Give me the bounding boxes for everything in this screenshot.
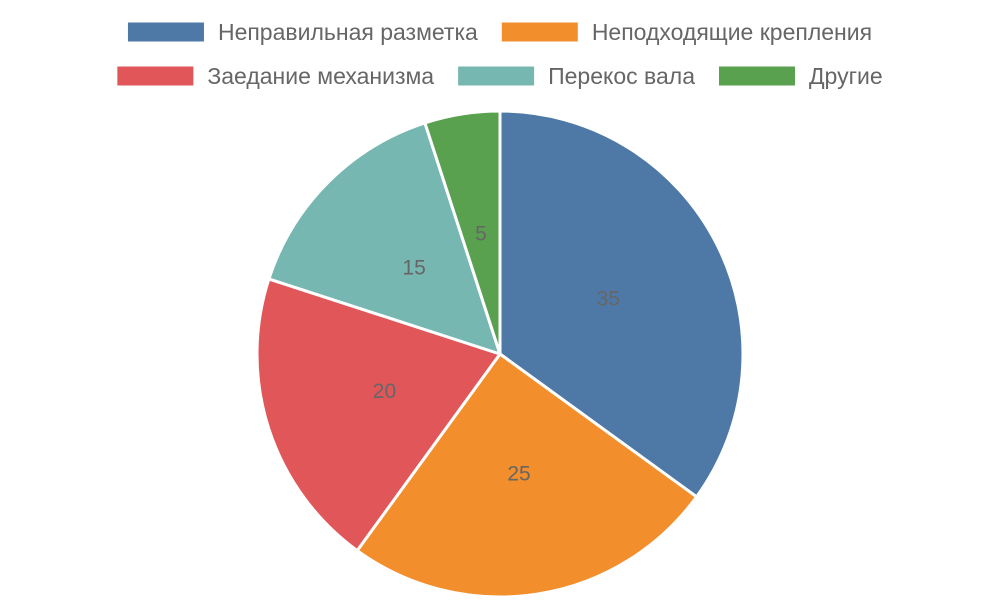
legend-label-1: Неправильная разметка [218,19,478,45]
pie-slices [255,109,745,599]
pie-data-labels: 35 25 20 15 5 [373,222,620,485]
legend-swatch-5 [718,66,795,86]
pie-slice-5[interactable] [423,109,502,356]
legend-swatch-3 [117,66,194,86]
data-label-3: 20 [373,380,396,403]
data-label-4: 15 [402,257,425,280]
legend: Неправильная разметка Неподходящие крепле… [117,19,883,89]
pie-slice-2[interactable] [355,352,699,599]
legend-label-4: Перекос вала [548,63,695,89]
data-label-1: 35 [597,287,620,310]
legend-swatch-2 [501,22,578,42]
legend-swatch-1 [127,22,204,42]
legend-label-2: Неподходящие крепления [592,19,872,45]
data-label-5: 5 [475,222,487,245]
legend-label-5: Другие [809,63,883,89]
pie-slice-3[interactable] [255,277,502,553]
legend-swatch-4 [458,66,535,86]
pie-slice-1[interactable] [498,109,745,499]
legend-label-3: Заедание механизма [207,63,434,89]
data-label-2: 25 [507,463,530,486]
